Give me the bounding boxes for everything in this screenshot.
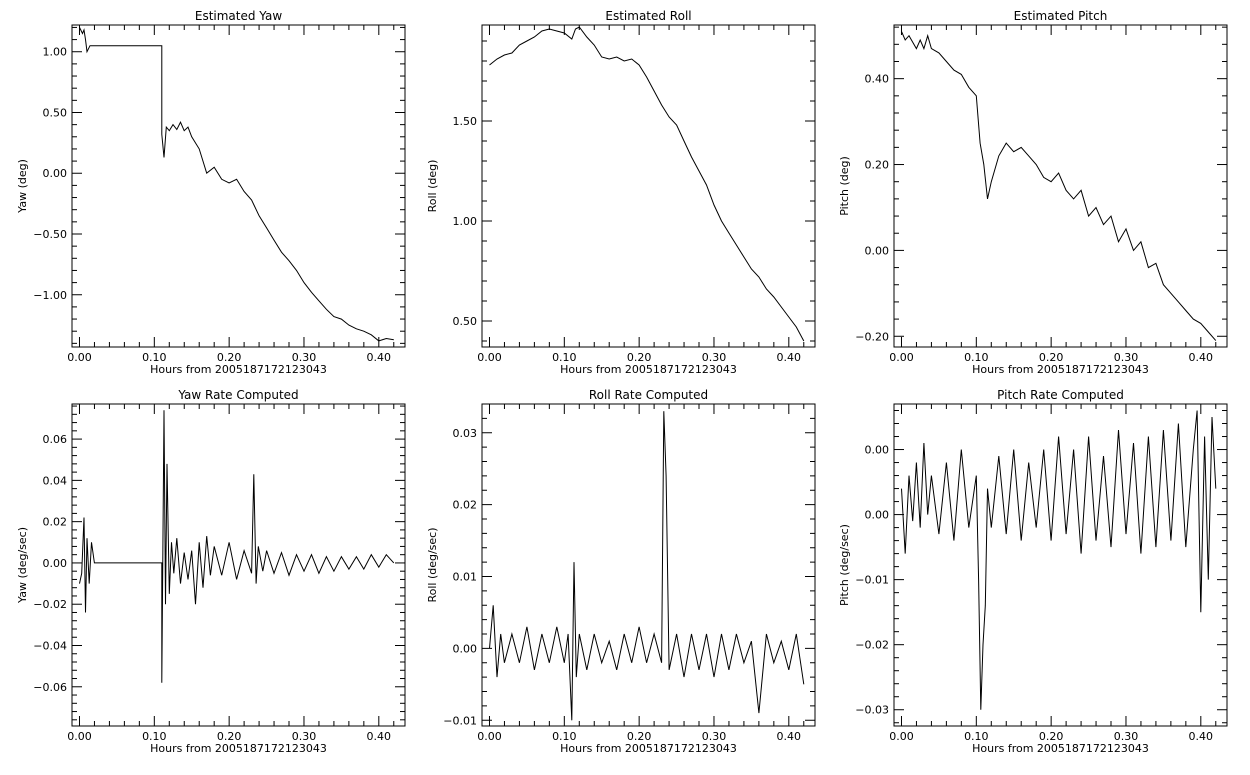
chart-title: Roll Rate Computed — [589, 388, 708, 402]
x-tick-label: 0.30 — [702, 351, 727, 364]
x-axis-label: Hours from 2005187172123043 — [560, 363, 737, 376]
x-tick-label: 0.30 — [702, 730, 727, 743]
x-tick-label: 0.40 — [367, 730, 392, 743]
x-tick-label: 0.20 — [217, 351, 242, 364]
series-line-1 — [901, 410, 1217, 710]
y-tick-label: 0.00 — [865, 509, 890, 522]
series-line-1 — [901, 31, 1217, 341]
chart-panel-5: Roll Rate Computed Hours from 20051871721… — [426, 388, 816, 755]
y-tick-label: 0.02 — [453, 499, 478, 512]
y-axis-label: Yaw (deg) — [16, 159, 29, 214]
x-tick-label: 0.20 — [217, 730, 242, 743]
y-tick-label: −0.02 — [33, 598, 67, 611]
y-tick-label: 1.00 — [453, 215, 478, 228]
y-tick-label: 0.00 — [865, 444, 890, 457]
series-line-1 — [79, 410, 395, 683]
x-tick-label: 0.20 — [627, 351, 652, 364]
plot-frame — [71, 403, 406, 727]
chart-title: Estimated Roll — [605, 9, 691, 23]
y-tick-label: 0.50 — [43, 106, 68, 119]
x-axis-label: Hours from 2005187172123043 — [150, 363, 327, 376]
x-tick-label: 0.40 — [367, 351, 392, 364]
x-tick-label: 0.10 — [552, 730, 577, 743]
y-tick-label: 0.02 — [43, 516, 68, 529]
x-tick-label: 0.40 — [1189, 730, 1214, 743]
y-tick-label: 1.00 — [43, 46, 68, 59]
plot-frame — [893, 403, 1228, 727]
x-tick-label: 0.30 — [1114, 730, 1139, 743]
y-tick-label: −0.03 — [855, 704, 889, 717]
x-tick-label: 0.40 — [777, 351, 802, 364]
x-tick-label: 0.10 — [142, 351, 167, 364]
y-tick-label: −0.04 — [33, 640, 67, 653]
y-tick-label: 0.04 — [43, 474, 68, 487]
y-axis-label: Roll (deg) — [426, 160, 439, 213]
x-tick-label: 0.10 — [964, 730, 989, 743]
x-tick-label: 0.30 — [292, 730, 317, 743]
x-axis-label: Hours from 2005187172123043 — [560, 742, 737, 755]
y-tick-label: 0.00 — [43, 167, 68, 180]
y-tick-label: 0.50 — [453, 315, 478, 328]
y-tick-label: 0.00 — [453, 642, 478, 655]
chart-panel-6: Pitch Rate Computed Hours from 2005187172… — [838, 388, 1228, 755]
chart-panel-3: Estimated Pitch Hours from 20051871721230… — [838, 9, 1228, 376]
chart-panel-1: Estimated Yaw Hours from 2005187172123043… — [16, 9, 406, 376]
y-tick-label: 1.50 — [453, 115, 478, 128]
plot-frame — [71, 24, 406, 348]
x-tick-label: 0.20 — [1039, 351, 1064, 364]
x-tick-label: 0.00 — [889, 730, 914, 743]
y-tick-label: 0.00 — [43, 557, 68, 570]
y-tick-label: −0.01 — [443, 714, 477, 727]
x-axis-label: Hours from 2005187172123043 — [972, 363, 1149, 376]
y-tick-label: 0.03 — [453, 427, 478, 440]
plot-frame — [481, 24, 816, 348]
chart-title: Yaw Rate Computed — [177, 388, 298, 402]
y-tick-label: −0.01 — [855, 574, 889, 587]
plot-frame — [481, 403, 816, 727]
x-tick-label: 0.00 — [889, 351, 914, 364]
y-axis-label: Yaw (deg/sec) — [16, 527, 29, 604]
x-tick-label: 0.20 — [627, 730, 652, 743]
plot-frame — [893, 24, 1228, 348]
x-axis-label: Hours from 2005187172123043 — [150, 742, 327, 755]
y-tick-label: −0.50 — [33, 228, 67, 241]
x-tick-label: 0.10 — [552, 351, 577, 364]
y-axis-label: Pitch (deg) — [838, 156, 851, 216]
x-tick-label: 0.00 — [477, 351, 502, 364]
x-tick-label: 0.30 — [1114, 351, 1139, 364]
chart-title: Estimated Yaw — [195, 9, 282, 23]
y-tick-label: 0.00 — [865, 244, 890, 257]
series-line-1 — [489, 26, 805, 342]
y-tick-label: −0.02 — [855, 639, 889, 652]
x-tick-label: 0.00 — [67, 730, 92, 743]
chart-title: Estimated Pitch — [1014, 9, 1108, 23]
x-tick-label: 0.00 — [477, 730, 502, 743]
x-tick-label: 0.40 — [777, 730, 802, 743]
y-tick-label: −0.20 — [855, 330, 889, 343]
y-tick-label: 0.20 — [865, 159, 890, 172]
series-line-1 — [489, 411, 805, 721]
x-tick-label: 0.00 — [67, 351, 92, 364]
y-axis-label: Roll (deg/sec) — [426, 527, 439, 602]
y-tick-label: 0.06 — [43, 433, 68, 446]
x-tick-label: 0.30 — [292, 351, 317, 364]
chart-panel-4: Yaw Rate Computed Hours from 200518717212… — [16, 388, 406, 755]
x-tick-label: 0.40 — [1189, 351, 1214, 364]
x-tick-label: 0.10 — [964, 351, 989, 364]
chart-title: Pitch Rate Computed — [997, 388, 1124, 402]
y-tick-label: −1.00 — [33, 289, 67, 302]
y-tick-label: 0.40 — [865, 73, 890, 86]
x-axis-label: Hours from 2005187172123043 — [972, 742, 1149, 755]
y-tick-label: 0.01 — [453, 571, 478, 584]
y-axis-label: Pitch (deg/sec) — [838, 524, 851, 606]
x-tick-label: 0.20 — [1039, 730, 1064, 743]
series-line-1 — [79, 27, 394, 342]
y-tick-label: −0.06 — [33, 681, 67, 694]
chart-panel-2: Estimated Roll Hours from 200518717212304… — [426, 9, 816, 376]
x-tick-label: 0.10 — [142, 730, 167, 743]
